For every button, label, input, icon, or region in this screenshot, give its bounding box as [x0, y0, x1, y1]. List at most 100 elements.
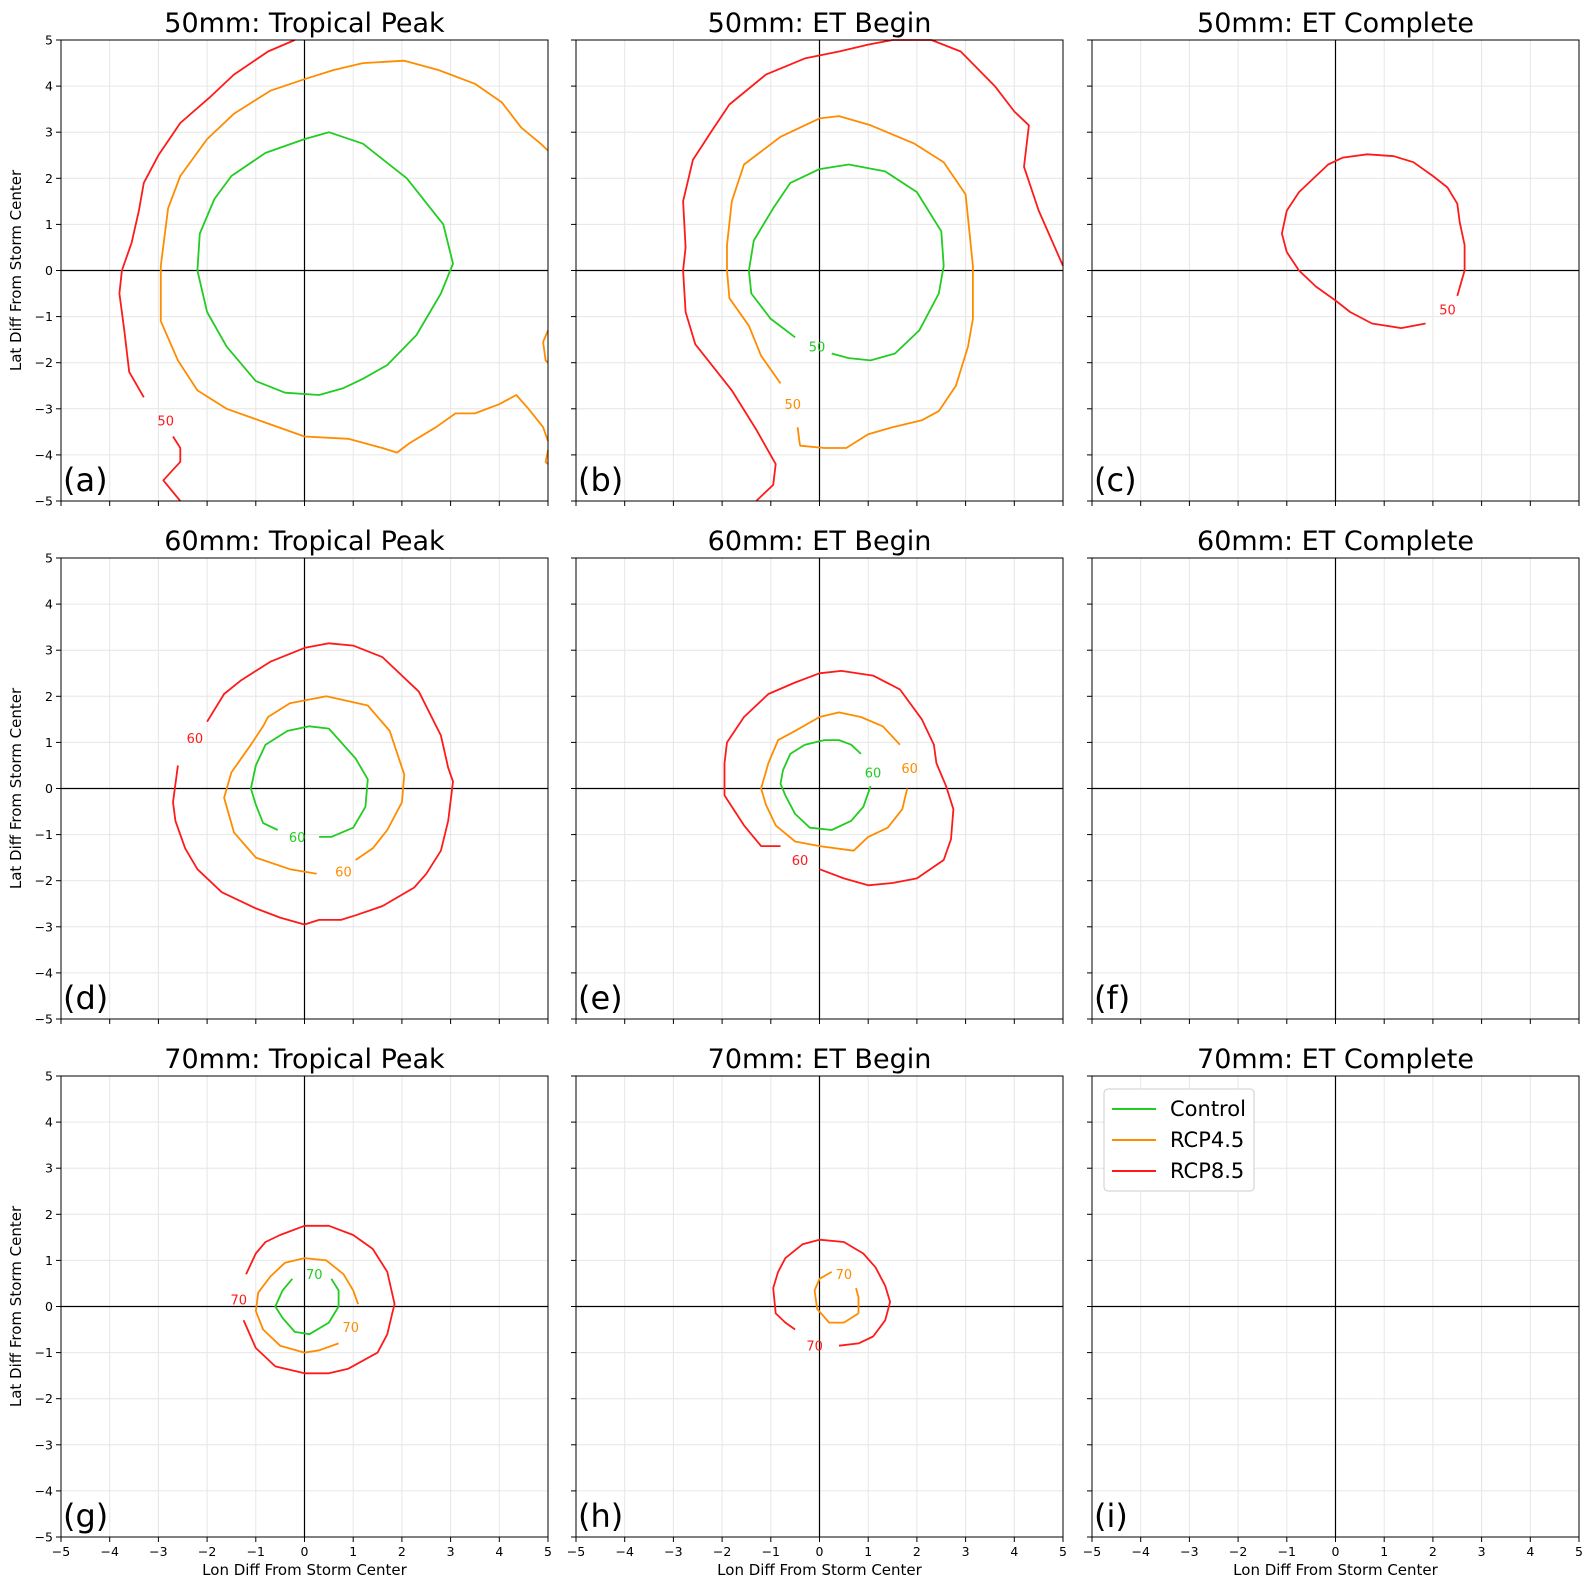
x-tick-label: 4: [1526, 1544, 1534, 1559]
legend-entry: RCP4.5: [1170, 1128, 1244, 1152]
x-tick-label: −1: [1278, 1544, 1296, 1559]
y-axis-label: Lat Diff From Storm Center: [7, 1205, 25, 1407]
x-tick-label: 0: [1332, 1544, 1340, 1559]
y-tick-label: −1: [35, 309, 53, 324]
panel-label: (f): [1094, 979, 1130, 1017]
contour-label: 50: [784, 398, 801, 413]
contour-label: 60: [865, 766, 882, 781]
x-tick-label: 1: [349, 1544, 357, 1559]
y-axis-label: Lat Diff From Storm Center: [7, 687, 25, 889]
panel-label: (e): [578, 979, 623, 1017]
y-tick-label: 4: [45, 1115, 53, 1130]
panel-title: 50mm: Tropical Peak: [164, 8, 445, 39]
x-tick-label: 1: [1380, 1544, 1388, 1559]
y-tick-label: −5: [35, 494, 53, 509]
contour-rcp45: [760, 711, 909, 852]
contour-rcp85: [118, 39, 296, 398]
contour-rcp45: [542, 330, 549, 364]
x-tick-label: −4: [1131, 1544, 1149, 1559]
panel-title: 60mm: ET Begin: [708, 526, 932, 557]
y-tick-label: 3: [45, 125, 53, 140]
contour-rcp85: [1281, 153, 1466, 329]
y-tick-label: −1: [35, 1345, 53, 1360]
x-tick-label: 1: [864, 1544, 872, 1559]
y-tick-label: −2: [35, 873, 53, 888]
panel-title: 70mm: Tropical Peak: [164, 1044, 445, 1075]
x-tick-label: −2: [713, 1544, 731, 1559]
x-tick-label: 4: [1010, 1544, 1018, 1559]
y-tick-label: −4: [35, 965, 53, 980]
y-tick-label: −3: [35, 919, 53, 934]
x-tick-label: 0: [816, 1544, 824, 1559]
contour-label: 70: [342, 1321, 359, 1336]
contour-rcp85: [723, 670, 955, 887]
panel-d: 60 60 60 −5 −4 −3 −2 −1 0 1 2 3 4 5 Lat Diff From Stor…: [7, 526, 549, 1027]
y-tick-label: 0: [45, 263, 53, 278]
x-tick-label: −3: [149, 1544, 167, 1559]
panel-title: 70mm: ET Begin: [708, 1044, 932, 1075]
contour-rcp45: [726, 115, 974, 449]
contour-control: [779, 739, 872, 831]
panel-h: 70 70 −5 −4 −3 −2 −1 0 1 2 3 4 5 Lon Diff From Storm …: [567, 1044, 1067, 1579]
contour-label: 50: [1439, 304, 1456, 319]
contour-rcp85: [162, 436, 182, 502]
panel-f: 60mm: ET Complete (f): [1087, 526, 1580, 1024]
panel-label: (g): [63, 1497, 108, 1535]
y-tick-label: −2: [35, 1391, 53, 1406]
panel-e: 60 60 60 60mm: ET Begin (e): [571, 526, 1064, 1024]
panel-title: 50mm: ET Begin: [708, 8, 932, 39]
y-tick-label: −2: [35, 355, 53, 370]
y-tick-label: −4: [35, 447, 53, 462]
legend-box: [1103, 1088, 1255, 1192]
x-axis-label: Lon Diff From Storm Center: [717, 1561, 922, 1579]
y-tick-label: −3: [35, 401, 53, 416]
contour-label: 60: [289, 831, 306, 846]
x-tick-label: 2: [913, 1544, 921, 1559]
x-tick-label: −2: [198, 1544, 216, 1559]
panel-a: 50 −5 −4 −3 −2 −1 0 1 2 3 4 5 Lat Diff From Storm Ce…: [7, 8, 549, 509]
panel-c: 50 50mm: ET Complete (c): [1087, 8, 1580, 506]
x-tick-label: −2: [1229, 1544, 1247, 1559]
contour-rcp45: [223, 695, 406, 875]
y-tick-label: 0: [45, 1299, 53, 1314]
x-tick-label: 5: [1575, 1544, 1583, 1559]
y-tick-label: 4: [45, 597, 53, 612]
y-tick-label: 5: [45, 1069, 53, 1084]
x-tick-label: 5: [544, 1544, 552, 1559]
y-tick-label: 2: [45, 171, 53, 186]
x-tick-label: −5: [567, 1544, 585, 1559]
y-tick-label: 2: [45, 1207, 53, 1222]
y-tick-label: 1: [45, 217, 53, 232]
contour-rcp45: [813, 1271, 859, 1324]
contour-label: 70: [306, 1268, 323, 1283]
contour-rcp45: [159, 59, 549, 267]
contour-rcp45: [796, 427, 801, 446]
panel-label: (i): [1094, 1497, 1128, 1535]
panel-label: (b): [578, 461, 623, 499]
x-tick-label: 0: [301, 1544, 309, 1559]
contour-rcp45: [544, 450, 549, 465]
contour-control: [274, 1278, 340, 1336]
x-axis-label: Lon Diff From Storm Center: [1233, 1561, 1438, 1579]
contour-label: 70: [836, 1268, 853, 1283]
x-tick-label: 4: [495, 1544, 503, 1559]
panel-label: (h): [578, 1497, 623, 1535]
panel-label: (c): [1094, 461, 1137, 499]
panel-i: −5 −4 −3 −2 −1 0 1 2 3 4 5 Lon Diff From Storm Cent…: [1083, 1044, 1583, 1579]
panel-title: 60mm: ET Complete: [1197, 526, 1474, 557]
x-tick-label: 2: [1429, 1544, 1437, 1559]
panel-b: 50 50 50mm: ET Begin (b): [571, 8, 1064, 506]
panel-label: (d): [63, 979, 108, 1017]
x-tick-label: 5: [1059, 1544, 1067, 1559]
contour-rcp85: [772, 1238, 891, 1347]
contour-rcp85: [242, 1224, 396, 1375]
contour-label: 60: [335, 865, 352, 880]
y-tick-label: 5: [45, 33, 53, 48]
panel-label: (a): [63, 461, 108, 499]
contour-label: 60: [901, 762, 918, 777]
x-tick-label: 3: [962, 1544, 970, 1559]
x-tick-label: −1: [762, 1544, 780, 1559]
x-tick-label: −3: [664, 1544, 682, 1559]
contour-rcp45: [855, 1287, 860, 1314]
